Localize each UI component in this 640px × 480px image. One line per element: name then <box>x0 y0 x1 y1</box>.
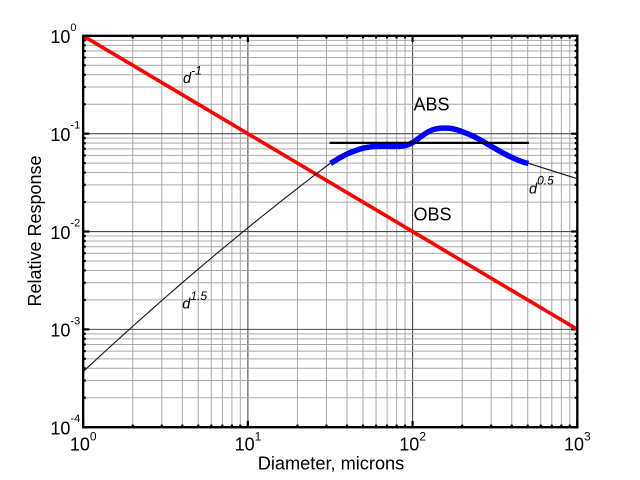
svg-text:OBS: OBS <box>414 205 452 225</box>
svg-text:ABS: ABS <box>414 95 450 115</box>
svg-text:Diameter, microns: Diameter, microns <box>258 454 405 474</box>
svg-text:Relative Response: Relative Response <box>25 155 45 306</box>
